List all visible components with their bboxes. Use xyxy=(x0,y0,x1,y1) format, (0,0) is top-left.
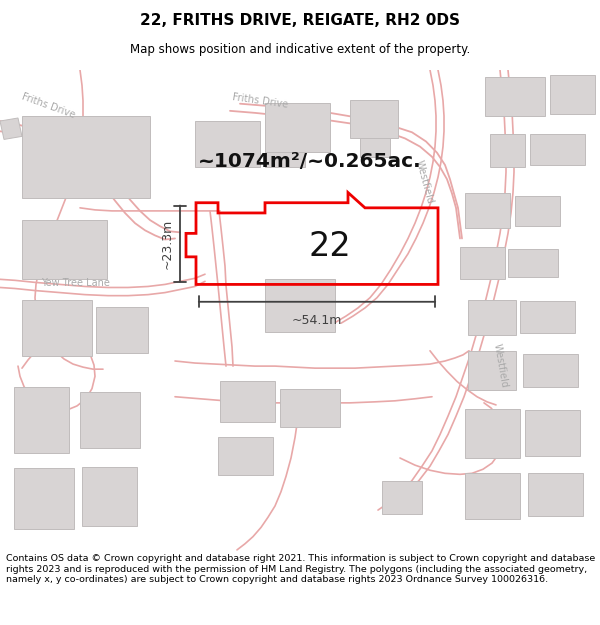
Bar xyxy=(525,410,580,456)
Bar xyxy=(195,121,260,167)
Text: Yew Tree Lane: Yew Tree Lane xyxy=(41,278,109,288)
Bar xyxy=(80,392,140,448)
Text: Friths Drive: Friths Drive xyxy=(20,91,76,120)
Bar xyxy=(220,381,275,423)
Bar xyxy=(22,116,150,198)
Bar xyxy=(523,354,578,386)
Bar xyxy=(350,99,398,138)
Bar xyxy=(485,77,545,116)
Text: ~23.3m: ~23.3m xyxy=(161,219,174,269)
Bar xyxy=(515,196,560,226)
Bar xyxy=(14,386,69,453)
Bar xyxy=(22,300,92,356)
Bar xyxy=(360,138,390,157)
Text: Westfield: Westfield xyxy=(414,159,436,206)
Polygon shape xyxy=(0,118,22,139)
Bar xyxy=(528,473,583,516)
Bar xyxy=(530,134,585,165)
Text: ~54.1m: ~54.1m xyxy=(292,314,342,327)
Text: Westfield: Westfield xyxy=(492,343,509,389)
Bar xyxy=(218,436,273,476)
Bar xyxy=(468,351,516,389)
Bar xyxy=(96,307,148,353)
Bar xyxy=(465,409,520,458)
Bar xyxy=(265,102,330,152)
Bar xyxy=(22,220,107,279)
Bar xyxy=(382,481,422,514)
Bar xyxy=(468,300,516,336)
Text: 22, FRITHS DRIVE, REIGATE, RH2 0DS: 22, FRITHS DRIVE, REIGATE, RH2 0DS xyxy=(140,12,460,28)
Bar xyxy=(265,152,305,167)
Text: 22: 22 xyxy=(308,230,352,263)
Text: Map shows position and indicative extent of the property.: Map shows position and indicative extent… xyxy=(130,43,470,56)
Bar xyxy=(265,279,335,332)
Bar xyxy=(14,468,74,529)
Bar xyxy=(490,134,525,167)
Text: Contains OS data © Crown copyright and database right 2021. This information is : Contains OS data © Crown copyright and d… xyxy=(6,554,595,584)
Text: Friths Drive: Friths Drive xyxy=(232,92,289,109)
Bar xyxy=(550,75,595,114)
Bar xyxy=(280,389,340,428)
Bar xyxy=(82,468,137,526)
Bar xyxy=(460,247,505,279)
Text: ~1074m²/~0.265ac.: ~1074m²/~0.265ac. xyxy=(198,152,422,171)
Bar xyxy=(508,249,558,278)
Bar xyxy=(465,473,520,519)
Bar xyxy=(520,301,575,333)
Bar xyxy=(465,192,510,228)
